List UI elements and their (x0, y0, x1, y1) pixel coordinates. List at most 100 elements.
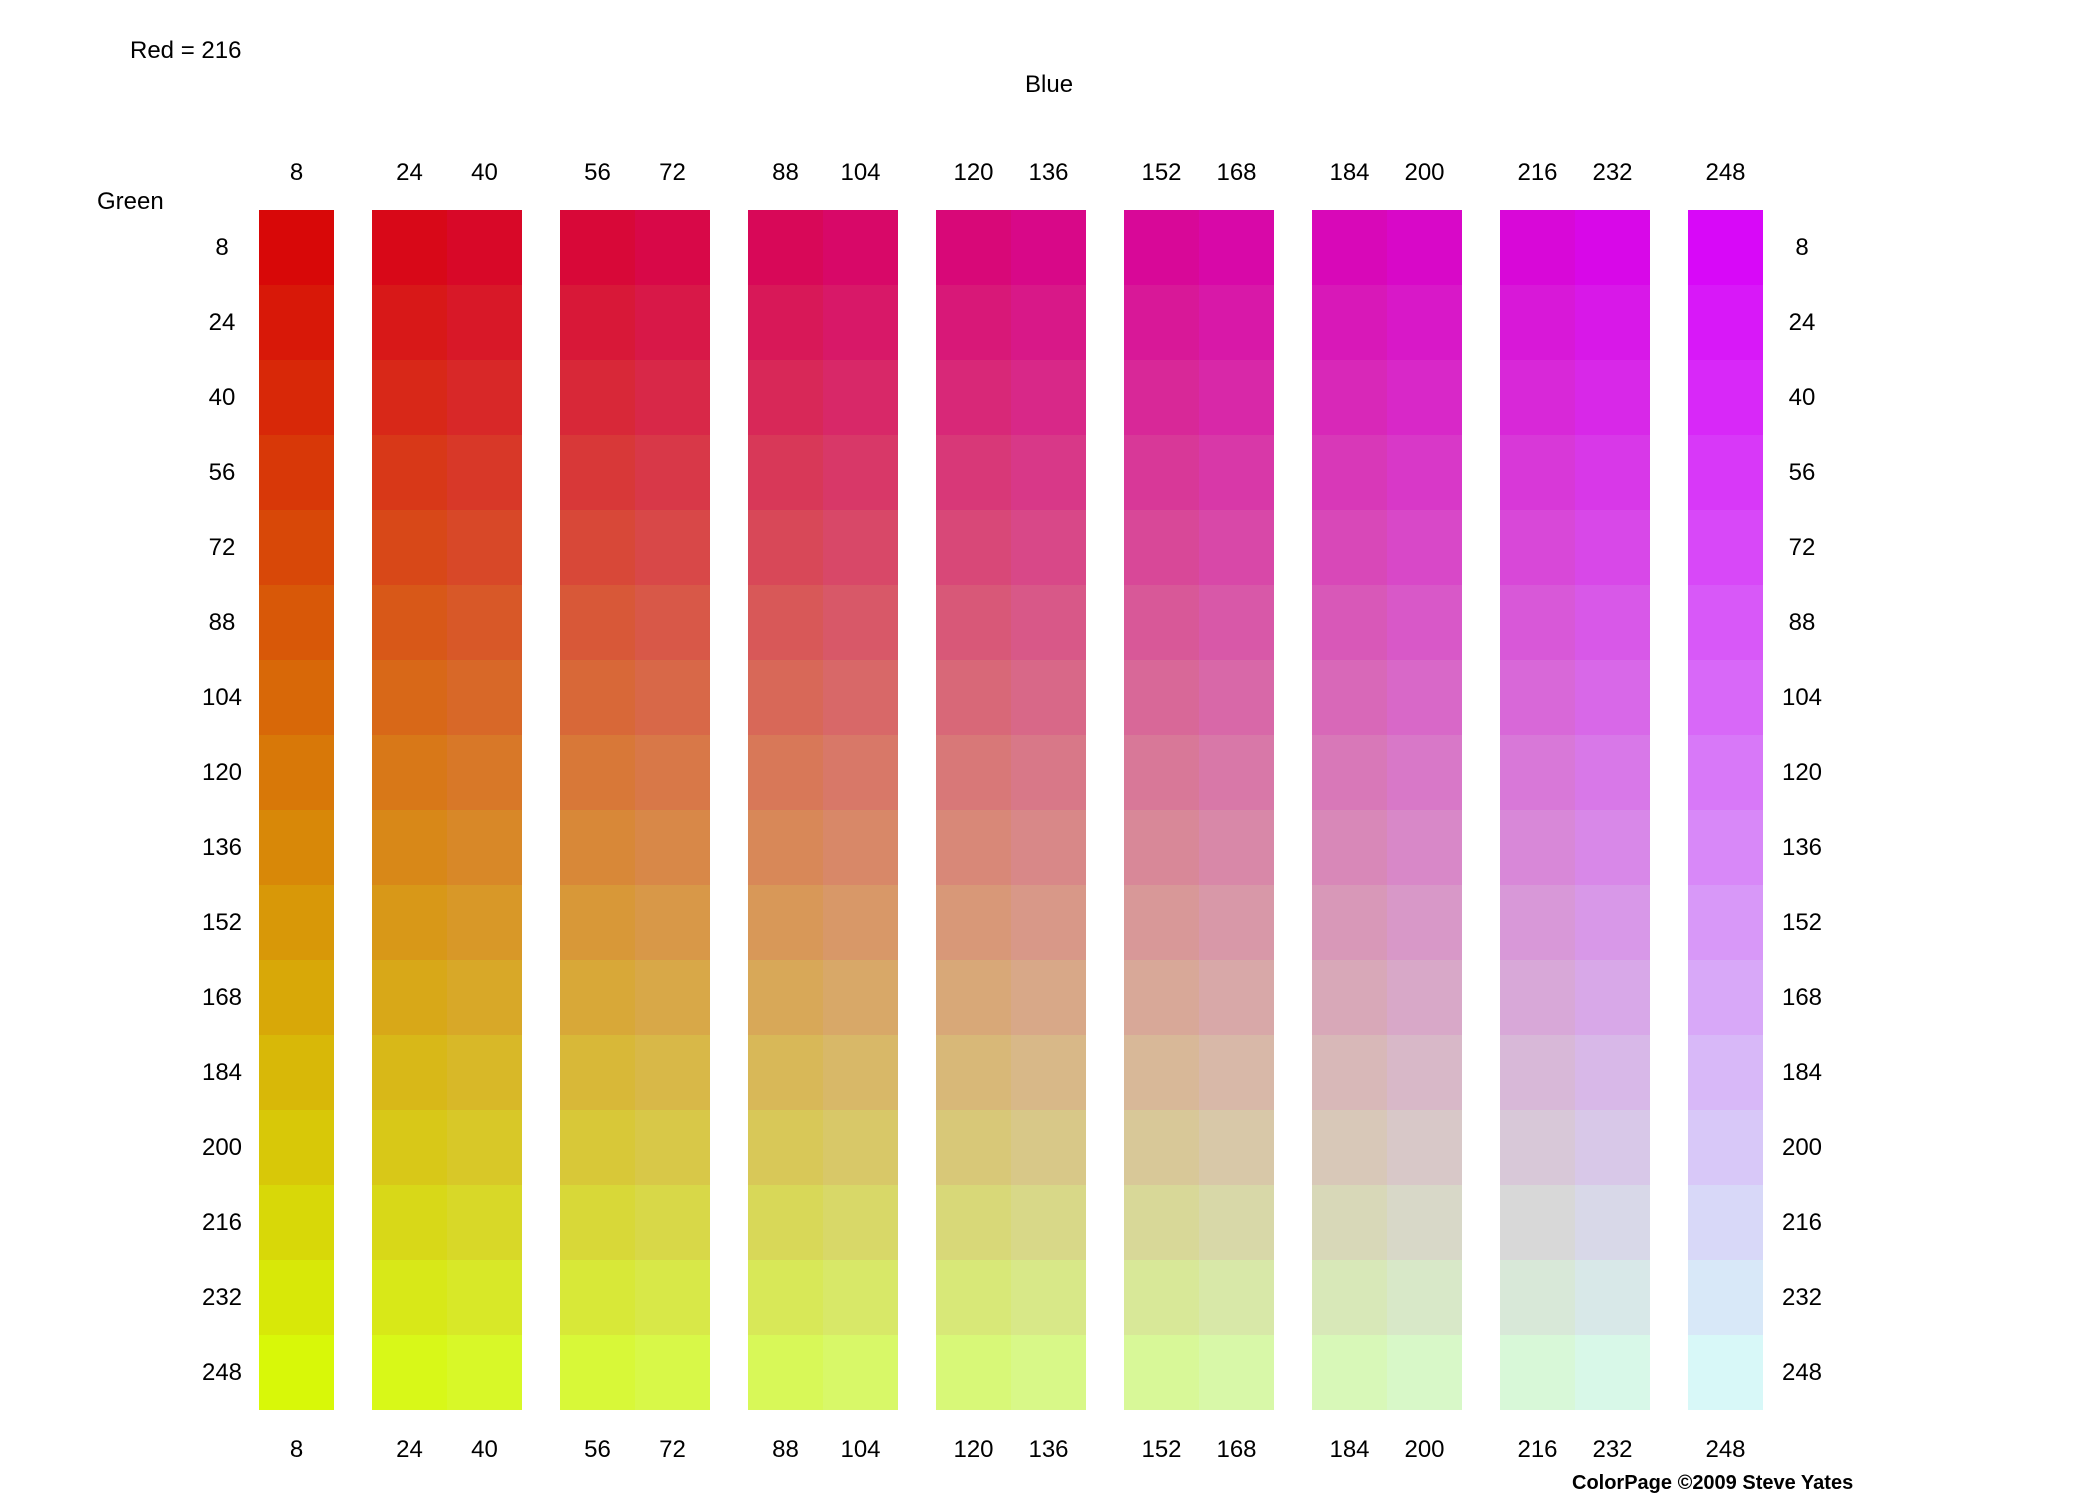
color-cell (823, 1335, 898, 1410)
color-cell (259, 735, 334, 810)
color-cell (1387, 510, 1462, 585)
column-footer: 40 (471, 1436, 498, 1463)
color-cell (447, 210, 522, 285)
color-cell (1312, 1185, 1387, 1260)
row-label-right: 168 (1781, 983, 1823, 1011)
color-cell (1387, 1335, 1462, 1410)
color-cell (823, 210, 898, 285)
color-cell (1011, 360, 1086, 435)
color-cell (1500, 1035, 1575, 1110)
column-footer: 72 (659, 1436, 686, 1463)
row-label-right: 184 (1781, 1058, 1823, 1086)
color-cell (372, 1185, 447, 1260)
color-cell (1688, 810, 1763, 885)
color-cell (823, 585, 898, 660)
color-cell (1688, 1335, 1763, 1410)
color-cell (635, 585, 710, 660)
color-cell (1312, 960, 1387, 1035)
color-cell (1124, 1260, 1199, 1335)
color-cell (1387, 1260, 1462, 1335)
color-cell (635, 1110, 710, 1185)
color-cell (1500, 1185, 1575, 1260)
color-cell (1387, 435, 1462, 510)
column-footer: 104 (840, 1436, 881, 1463)
color-cell (560, 1260, 635, 1335)
color-cell (372, 1260, 447, 1335)
color-cell (1500, 735, 1575, 810)
color-cell (1575, 1035, 1650, 1110)
color-cell (936, 1335, 1011, 1410)
color-cell (1500, 960, 1575, 1035)
color-cell (1688, 885, 1763, 960)
red-value-title: Red = 216 (130, 37, 242, 64)
color-cell (1575, 210, 1650, 285)
row-label-right: 72 (1788, 533, 1816, 561)
color-cell (372, 885, 447, 960)
color-cell (1124, 660, 1199, 735)
color-cell (1312, 810, 1387, 885)
color-cell (447, 510, 522, 585)
row-label-left: 24 (208, 308, 236, 336)
color-cell (1312, 585, 1387, 660)
color-cell (936, 885, 1011, 960)
color-cell (1387, 1110, 1462, 1185)
row-label-right: 104 (1781, 683, 1823, 711)
color-cell (447, 660, 522, 735)
color-cell (1688, 510, 1763, 585)
color-cell (823, 1260, 898, 1335)
color-cell (560, 660, 635, 735)
color-cell (447, 1260, 522, 1335)
color-cell (1124, 1035, 1199, 1110)
color-cell (259, 810, 334, 885)
row-label-right: 8 (1795, 233, 1809, 261)
row-label-left: 152 (201, 908, 243, 936)
column-footer: 88 (772, 1436, 799, 1463)
column-header: 248 (1705, 159, 1746, 186)
color-cell (635, 435, 710, 510)
color-cell (259, 285, 334, 360)
color-cell (259, 1260, 334, 1335)
color-cell (1575, 510, 1650, 585)
column-header: 136 (1028, 159, 1069, 186)
color-cell (259, 1185, 334, 1260)
color-cell (447, 585, 522, 660)
color-cell (259, 660, 334, 735)
color-cell (560, 735, 635, 810)
color-cell (1199, 1110, 1274, 1185)
row-label-left: 184 (201, 1058, 243, 1086)
color-cell (936, 810, 1011, 885)
row-label-left: 56 (208, 458, 236, 486)
color-cell (936, 585, 1011, 660)
color-cell (748, 1185, 823, 1260)
color-cell (748, 1035, 823, 1110)
color-cell (1387, 585, 1462, 660)
color-cell (635, 735, 710, 810)
color-cell (447, 810, 522, 885)
color-cell (560, 510, 635, 585)
color-cell (748, 960, 823, 1035)
color-cell (1011, 885, 1086, 960)
row-label-left: 168 (201, 983, 243, 1011)
color-cell (1500, 660, 1575, 735)
column-footer: 136 (1028, 1436, 1069, 1463)
color-cell (1688, 735, 1763, 810)
color-cell (1575, 1110, 1650, 1185)
color-cell (1688, 285, 1763, 360)
green-axis-label: Green (97, 188, 164, 215)
color-cell (1500, 885, 1575, 960)
color-cell (635, 510, 710, 585)
column-footer: 24 (396, 1436, 423, 1463)
row-label-right: 200 (1781, 1133, 1823, 1161)
color-cell (259, 210, 334, 285)
color-cell (1124, 810, 1199, 885)
color-cell (1500, 810, 1575, 885)
color-cell (1199, 735, 1274, 810)
color-cell (259, 1110, 334, 1185)
color-cell (748, 435, 823, 510)
color-cell (1124, 1110, 1199, 1185)
color-cell (560, 285, 635, 360)
color-cell (748, 585, 823, 660)
color-cell (823, 1185, 898, 1260)
color-cell (372, 660, 447, 735)
